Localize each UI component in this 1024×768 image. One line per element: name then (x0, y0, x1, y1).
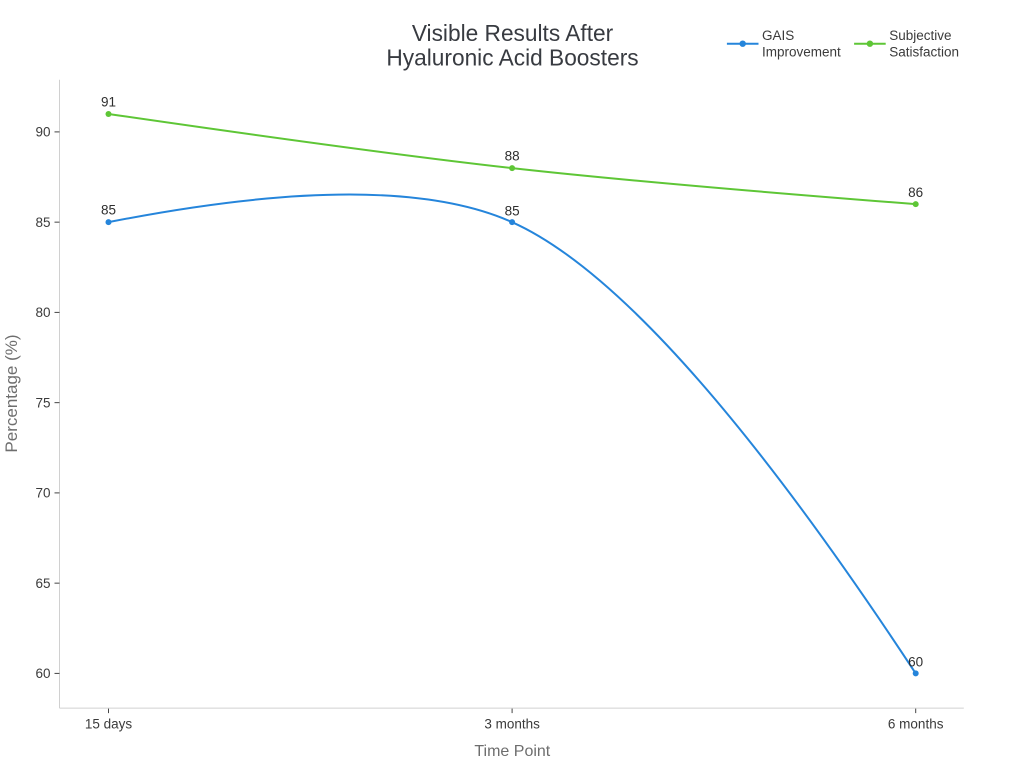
svg-text:75: 75 (35, 395, 50, 410)
svg-text:Percentage (%): Percentage (%) (2, 334, 21, 452)
svg-text:Subjective: Subjective (889, 28, 951, 43)
svg-text:88: 88 (505, 149, 520, 164)
svg-text:Improvement: Improvement (762, 44, 841, 59)
svg-text:60: 60 (908, 654, 923, 669)
svg-text:Satisfaction: Satisfaction (889, 44, 959, 59)
svg-text:60: 60 (35, 666, 50, 681)
svg-text:85: 85 (505, 204, 520, 219)
svg-text:6 months: 6 months (888, 717, 944, 732)
svg-text:Time Point: Time Point (474, 743, 550, 760)
svg-text:70: 70 (35, 486, 50, 501)
svg-text:Visible Results After: Visible Results After (412, 20, 614, 46)
svg-text:85: 85 (35, 215, 50, 230)
svg-text:91: 91 (101, 95, 116, 110)
svg-text:86: 86 (908, 185, 923, 200)
svg-text:15 days: 15 days (85, 717, 133, 732)
svg-text:Hyaluronic Acid Boosters: Hyaluronic Acid Boosters (386, 45, 638, 71)
svg-text:85: 85 (101, 203, 116, 218)
svg-text:GAIS: GAIS (762, 28, 794, 43)
svg-text:65: 65 (35, 576, 50, 591)
svg-text:90: 90 (35, 125, 50, 140)
svg-text:3 months: 3 months (484, 717, 540, 732)
svg-text:80: 80 (35, 305, 50, 320)
